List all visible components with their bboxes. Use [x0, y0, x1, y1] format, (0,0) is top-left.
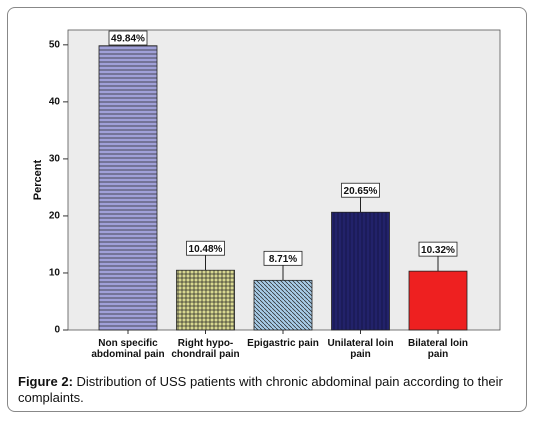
x-tick-label: Unilateral loin pain [327, 338, 393, 360]
bar [253, 279, 313, 331]
bar [331, 211, 390, 331]
value-label: 20.65% [344, 186, 378, 197]
y-tick-label: 50 [49, 39, 61, 50]
value-label: 8.71% [269, 254, 297, 265]
value-label: 49.84% [111, 34, 145, 45]
x-tick-label: Bilateral loin pain [408, 338, 468, 360]
x-tick-label: Right hypo-chondrail pain [171, 338, 239, 360]
label-box [341, 182, 380, 198]
figure-frame [7, 7, 527, 412]
bar [98, 45, 158, 331]
y-axis-label: Percent [32, 159, 44, 200]
y-tick-label: 20 [49, 211, 61, 222]
caption-label: Figure 2: [18, 374, 73, 389]
label-box [108, 30, 148, 46]
x-tick-label: Non specific abdominal pain [91, 338, 164, 360]
caption-text: Distribution of USS patients with chroni… [18, 374, 503, 405]
y-tick-label: 0 [54, 325, 60, 336]
y-tick-label: 10 [49, 268, 61, 279]
y-tick-label: 30 [49, 154, 61, 165]
label-box [263, 250, 303, 266]
bar [408, 270, 468, 331]
bar [176, 269, 235, 331]
caption: Figure 2: Distribution of USS patients w… [18, 374, 518, 406]
y-tick-label: 40 [49, 97, 61, 108]
value-label: 10.48% [189, 244, 223, 255]
x-tick-label: Epigastric pain [247, 338, 319, 349]
label-box [418, 241, 458, 257]
value-label: 10.32% [421, 245, 455, 256]
chart: Percent 0 10 20 30 40 50 Non specific abdominal… [32, 29, 501, 360]
label-box [186, 240, 225, 256]
